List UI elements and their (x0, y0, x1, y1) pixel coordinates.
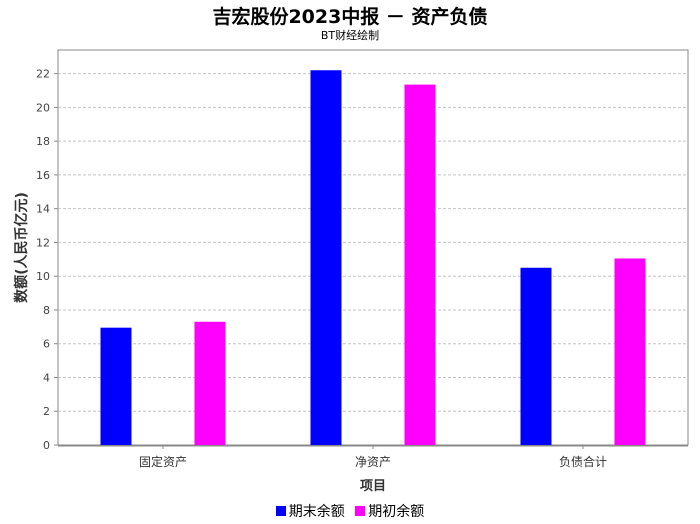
x-tick-label: 净资产 (355, 455, 391, 469)
y-tick-label: 12 (36, 236, 50, 249)
x-tick-label: 负债合计 (559, 454, 607, 469)
legend-item-series-1: 期末余额 (275, 501, 345, 521)
bar-closing-3 (520, 267, 552, 445)
y-tick-label: 6 (43, 338, 50, 351)
legend-item-series-2: 期初余额 (355, 501, 424, 521)
y-tick-label: 2 (43, 405, 50, 418)
legend-swatch-series-2 (355, 506, 366, 516)
y-tick-label: 20 (36, 101, 50, 114)
legend: 期末余额 期初余额 (0, 501, 700, 521)
y-tick-label: 14 (36, 203, 50, 216)
y-tick-label: 18 (36, 135, 50, 148)
bar-opening-1 (194, 321, 226, 445)
y-tick-label: 22 (36, 68, 50, 81)
y-tick-label: 4 (43, 371, 50, 384)
y-tick-label: 8 (43, 304, 50, 317)
legend-label-series-1: 期末余额 (288, 504, 345, 520)
legend-swatch-series-1 (275, 506, 286, 516)
x-axis-title: 项目 (360, 479, 386, 494)
legend-label-series-2: 期初余额 (368, 504, 425, 520)
bar-opening-2 (404, 84, 436, 445)
bar-closing-1 (100, 327, 132, 445)
y-tick-label: 0 (43, 439, 50, 452)
chart-subtitle: BT财经绘制 (320, 29, 380, 42)
chart-title: 吉宏股份2023中报 － 资产负债 (212, 6, 488, 28)
y-axis-title: 数额(人民币亿元) (13, 192, 30, 303)
y-tick-label: 16 (36, 169, 50, 182)
plot-area (57, 49, 689, 446)
y-tick-label: 10 (36, 270, 50, 283)
x-tick-label: 固定资产 (139, 454, 187, 469)
bar-closing-2 (310, 70, 342, 445)
bar-opening-3 (614, 258, 646, 445)
